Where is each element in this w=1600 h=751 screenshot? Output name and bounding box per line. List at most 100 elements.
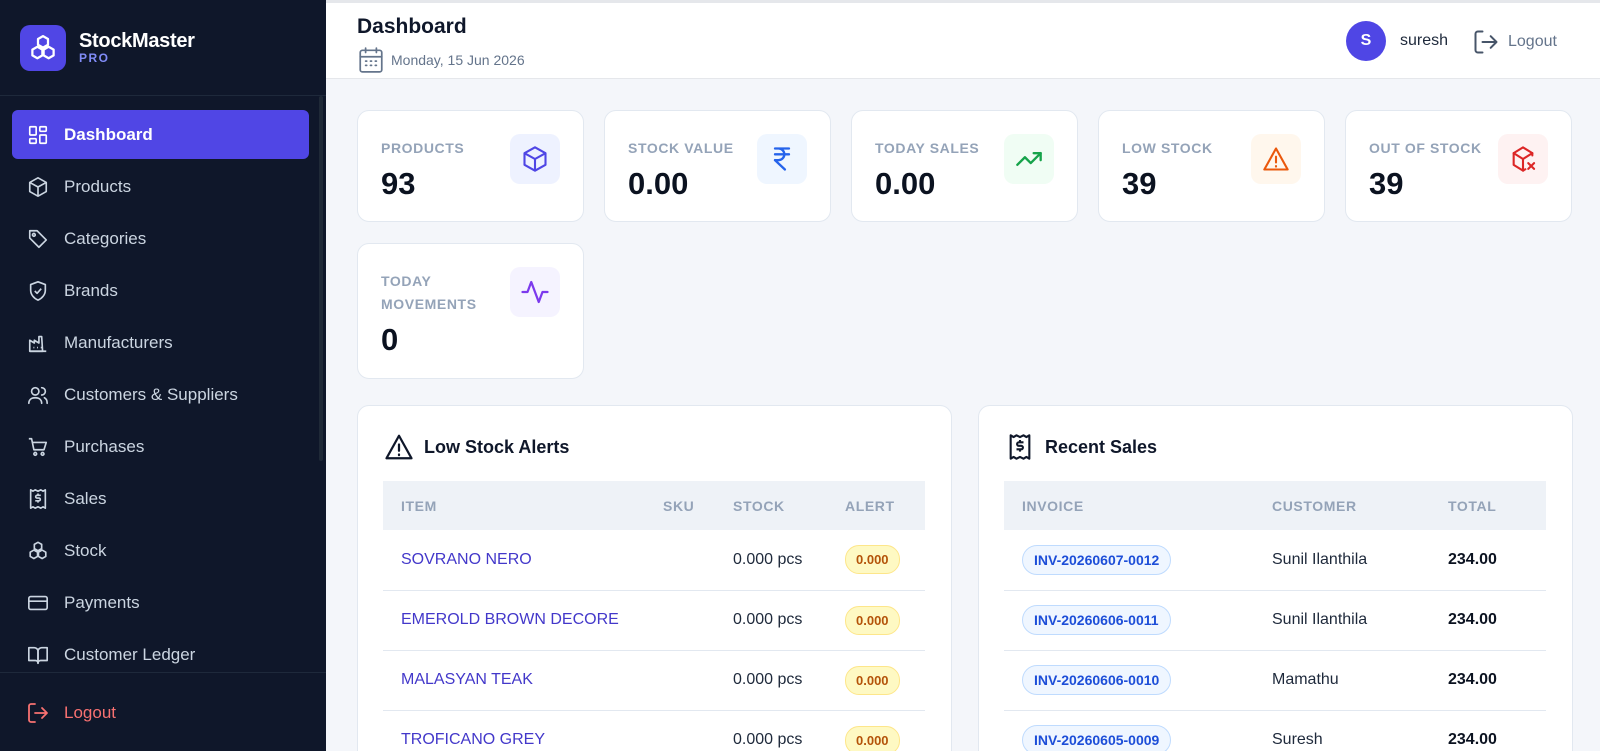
sidebar-logout-label: Logout: [64, 703, 116, 722]
user-menu[interactable]: S suresh: [1346, 21, 1448, 61]
stat-card-products: PRODUCTS 93: [357, 110, 584, 222]
low-stock-alerts-panel: Low Stock Alerts ITEM SKU STOCK ALERT SO…: [357, 405, 952, 751]
alert-cell: 0.000: [827, 710, 925, 751]
sidebar-nav: Dashboard Products Categories Brands Man…: [12, 110, 309, 682]
stock-cell: 0.000 pcs: [715, 530, 827, 591]
table-row: SOVRANO NERO 0.000 pcs 0.000: [383, 530, 925, 591]
item-link[interactable]: SOVRANO NERO: [383, 530, 645, 591]
sidebar: StockMaster PRO Dashboard Products Categ…: [0, 0, 326, 751]
sidebar-item-purchases[interactable]: Purchases: [12, 422, 309, 471]
column-header-item[interactable]: ITEM: [383, 481, 645, 530]
total-cell: 234.00: [1430, 650, 1546, 711]
low-stock-title: Low Stock Alerts: [424, 436, 570, 457]
users-icon: [26, 383, 50, 407]
customer-cell: Suresh: [1254, 710, 1430, 751]
customer-cell: Sunil Ilanthila: [1254, 590, 1430, 651]
top-header: Dashboard Monday, 15 Jun 2026 S suresh L…: [326, 0, 1600, 79]
panel-title: Recent Sales: [1005, 432, 1157, 462]
sidebar-item-customers-suppliers[interactable]: Customers & Suppliers: [12, 370, 309, 419]
invoice-link[interactable]: INV-20260606-0011: [1022, 605, 1171, 635]
table-row: INV-20260606-0010 Mamathu 234.00: [1004, 650, 1546, 711]
sidebar-item-customer-ledger[interactable]: Customer Ledger: [12, 630, 309, 679]
sku-cell: [645, 590, 715, 651]
stat-value: 39: [1369, 166, 1404, 201]
factory-icon: [26, 331, 50, 355]
stat-label-line2: MOVEMENTS: [381, 296, 477, 312]
sidebar-item-label: Purchases: [64, 436, 145, 456]
dashboard-icon: [26, 123, 50, 147]
sidebar-item-sales[interactable]: Sales: [12, 474, 309, 523]
stat-label: STOCK VALUE: [628, 140, 734, 156]
page-title: Dashboard: [357, 15, 467, 38]
sidebar-item-payments[interactable]: Payments: [12, 578, 309, 627]
table-row: EMEROLD BROWN DECORE 0.000 pcs 0.000: [383, 590, 925, 651]
stat-value: 39: [1122, 166, 1157, 201]
box-icon: [26, 175, 50, 199]
sidebar-item-label: Customer Ledger: [64, 644, 196, 664]
alert-cell: 0.000: [827, 530, 925, 591]
column-header-total[interactable]: TOTAL: [1430, 481, 1546, 530]
sidebar-item-stock[interactable]: Stock: [12, 526, 309, 575]
stat-label: PRODUCTS: [381, 140, 465, 156]
stock-cell: 0.000 pcs: [715, 710, 827, 751]
invoice-cell: INV-20260606-0011: [1004, 590, 1254, 651]
rupee-icon: [757, 134, 807, 184]
stat-label-line1: TODAY: [381, 273, 432, 289]
header-logout-button[interactable]: Logout: [1472, 28, 1557, 56]
package-x-icon: [1498, 134, 1548, 184]
item-link[interactable]: MALASYAN TEAK: [383, 650, 645, 711]
alert-cell: 0.000: [827, 590, 925, 651]
credit-card-icon: [26, 591, 50, 615]
sidebar-logout-button[interactable]: Logout: [26, 701, 116, 725]
shield-check-icon: [26, 279, 50, 303]
avatar: S: [1346, 21, 1386, 61]
column-header-sku[interactable]: SKU: [645, 481, 715, 530]
total-cell: 234.00: [1430, 530, 1546, 591]
stat-label: LOW STOCK: [1122, 140, 1213, 156]
logout-icon: [26, 701, 50, 725]
stock-cell: 0.000 pcs: [715, 590, 827, 651]
invoice-link[interactable]: INV-20260606-0010: [1022, 665, 1172, 695]
item-link[interactable]: TROFICANO GREY: [383, 710, 645, 751]
invoice-cell: INV-20260607-0012: [1004, 530, 1254, 591]
table-row: INV-20260607-0012 Sunil Ilanthila 234.00: [1004, 530, 1546, 591]
sidebar-item-label: Manufacturers: [64, 332, 173, 352]
logout-icon: [1472, 28, 1500, 56]
item-link[interactable]: EMEROLD BROWN DECORE: [383, 590, 645, 651]
sidebar-item-label: Dashboard: [64, 124, 153, 144]
stat-card-low-stock: LOW STOCK 39: [1098, 110, 1325, 222]
alert-badge: 0.000: [845, 725, 900, 751]
customer-cell: Mamathu: [1254, 650, 1430, 711]
panel-title: Low Stock Alerts: [384, 432, 569, 462]
invoice-link[interactable]: INV-20260605-0009: [1022, 725, 1172, 751]
sidebar-scrollbar[interactable]: [319, 96, 323, 461]
invoice-link[interactable]: INV-20260607-0012: [1022, 544, 1172, 575]
stat-value: 0.00: [875, 166, 936, 201]
sidebar-item-categories[interactable]: Categories: [12, 214, 309, 263]
sidebar-footer: Logout: [0, 672, 326, 751]
recent-sales-table: INVOICE CUSTOMER TOTAL INV-20260607-0012…: [1004, 481, 1546, 751]
stat-card-out-of-stock: OUT OF STOCK 39: [1345, 110, 1572, 222]
date-display: Monday, 15 Jun 2026: [357, 45, 525, 75]
table-row: INV-20260606-0011 Sunil Ilanthila 234.00: [1004, 590, 1546, 651]
sidebar-item-dashboard[interactable]: Dashboard: [12, 110, 309, 159]
brand-tier: PRO: [79, 51, 110, 65]
sidebar-item-manufacturers[interactable]: Manufacturers: [12, 318, 309, 367]
stat-value: 0: [381, 322, 399, 357]
alert-badge: 0.000: [845, 605, 900, 635]
sidebar-item-brands[interactable]: Brands: [12, 266, 309, 315]
activity-icon: [510, 267, 560, 317]
column-header-invoice[interactable]: INVOICE: [1004, 481, 1254, 530]
column-header-alert[interactable]: ALERT: [827, 481, 925, 530]
stat-value: 93: [381, 166, 416, 201]
receipt-dollar-icon: [26, 487, 50, 511]
sidebar-item-products[interactable]: Products: [12, 162, 309, 211]
brand[interactable]: StockMaster PRO: [0, 0, 326, 96]
stat-card-today-sales: TODAY SALES 0.00: [851, 110, 1078, 222]
column-header-stock[interactable]: STOCK: [715, 481, 827, 530]
invoice-cell: INV-20260606-0010: [1004, 650, 1254, 711]
stat-label: TODAY MOVEMENTS: [381, 270, 477, 316]
table-header-row: INVOICE CUSTOMER TOTAL: [1004, 481, 1546, 530]
column-header-customer[interactable]: CUSTOMER: [1254, 481, 1430, 530]
stat-label: TODAY SALES: [875, 140, 980, 156]
